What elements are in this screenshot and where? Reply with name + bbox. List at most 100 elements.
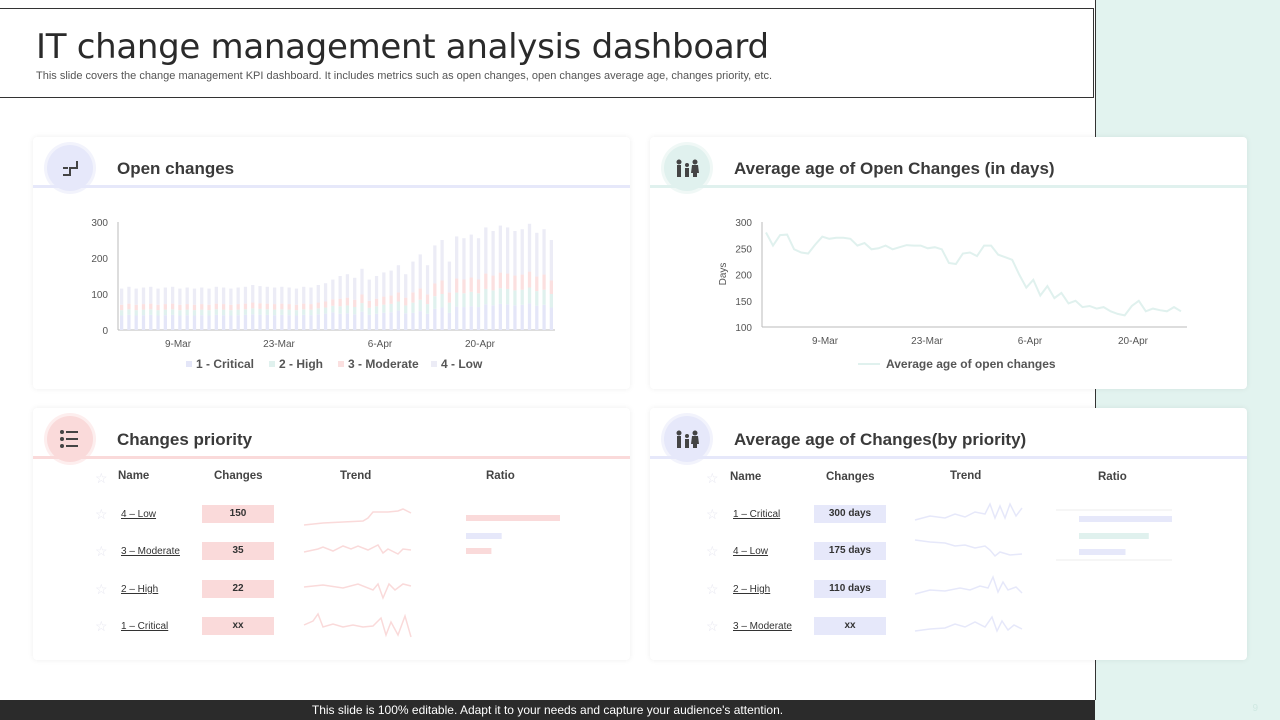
bar-segment bbox=[506, 288, 510, 305]
star-icon[interactable]: ☆ bbox=[95, 581, 108, 597]
bar-segment bbox=[396, 265, 401, 293]
bar-segment bbox=[120, 310, 124, 316]
legend-swatch bbox=[186, 361, 192, 367]
row-name-critical[interactable]: 1 – Critical bbox=[733, 509, 781, 520]
bar-segment bbox=[120, 304, 124, 311]
bar-segment bbox=[258, 303, 262, 309]
bar-segment bbox=[178, 288, 182, 305]
row-value-critical: 300 days bbox=[814, 505, 886, 523]
bar-segment bbox=[141, 309, 146, 316]
row-name-moderate[interactable]: 3 – Moderate bbox=[733, 621, 792, 632]
star-icon[interactable]: ☆ bbox=[706, 581, 719, 597]
changes-priority-panel: Changes priority Name Changes Trend Rati… bbox=[33, 408, 630, 660]
star-icon[interactable]: ☆ bbox=[706, 618, 719, 634]
bar-segment bbox=[221, 304, 226, 310]
open-changes-panel: Open changes 0 100 200 300 9-Mar 23-Mar 6-Apr 2… bbox=[33, 137, 630, 389]
bar-segment bbox=[418, 288, 422, 300]
bar-segment bbox=[214, 303, 218, 310]
age-ratio-bars bbox=[1056, 509, 1172, 561]
legend-label: 1 - Critical bbox=[196, 357, 254, 371]
star-icon[interactable]: ☆ bbox=[95, 506, 108, 522]
star-icon[interactable]: ☆ bbox=[95, 618, 108, 634]
row-value-high: 110 days bbox=[814, 580, 886, 598]
bar-segment bbox=[425, 294, 430, 305]
bar-segment bbox=[309, 287, 313, 305]
bar-segment bbox=[447, 292, 452, 303]
bar-segment bbox=[229, 310, 233, 316]
row-name-low[interactable]: 4 – Low bbox=[121, 509, 157, 520]
bar-segment bbox=[411, 261, 415, 293]
open-changes-chart: 0 100 200 300 9-Mar 23-Mar 6-Apr 20-Apr 1 - Cri… bbox=[91, 218, 555, 371]
x-tick-label: 20-Apr bbox=[1118, 336, 1149, 347]
bar-segment bbox=[323, 307, 328, 314]
row-name-critical[interactable]: 1 – Critical bbox=[121, 621, 169, 632]
priority-trend-sparklines bbox=[303, 508, 412, 638]
star-icon[interactable]: ☆ bbox=[706, 543, 719, 559]
bar-segment bbox=[338, 276, 342, 299]
bar-segment bbox=[447, 302, 452, 313]
legend-label: 2 - High bbox=[279, 357, 323, 371]
page-subtitle: This slide covers the change management … bbox=[36, 70, 773, 82]
y-tick-label: 100 bbox=[91, 290, 108, 301]
bar-segment bbox=[389, 303, 393, 313]
average-age-priority-panel: Average age of Changes(by priority) Name… bbox=[650, 408, 1247, 660]
average-age-open-panel: Average age of Open Changes (in days) 10… bbox=[650, 137, 1247, 389]
row-name-high[interactable]: 2 – High bbox=[733, 584, 771, 595]
bar-segment bbox=[170, 309, 175, 315]
bar-segment bbox=[462, 307, 466, 330]
bar-segment bbox=[549, 294, 553, 308]
bar-segment bbox=[396, 301, 401, 311]
bar-segment bbox=[345, 274, 350, 298]
bar-segment bbox=[389, 295, 393, 304]
bar-segment bbox=[513, 275, 517, 291]
bar-segment bbox=[498, 288, 503, 304]
col-header-changes: Changes bbox=[214, 470, 263, 482]
star-icon[interactable]: ☆ bbox=[706, 506, 719, 522]
legend-swatch bbox=[338, 361, 344, 367]
bar-segment bbox=[163, 309, 167, 316]
ratio-bar bbox=[1079, 516, 1172, 522]
bar-segment bbox=[280, 309, 284, 315]
star-icon[interactable]: ☆ bbox=[95, 543, 108, 559]
average-age-open-title: Average age of Open Changes (in days) bbox=[734, 159, 1055, 178]
bar-segment bbox=[425, 304, 430, 314]
row-name-moderate[interactable]: 3 – Moderate bbox=[121, 546, 180, 557]
y-tick-label: 100 bbox=[735, 323, 752, 334]
page-number: 9 bbox=[1252, 703, 1258, 714]
bar-segment bbox=[411, 312, 415, 330]
bar-segment bbox=[535, 305, 539, 330]
bar-segment bbox=[549, 280, 553, 294]
y-tick-label: 200 bbox=[91, 254, 108, 265]
bar-segment bbox=[134, 315, 138, 330]
legend-label: 4 - Low bbox=[441, 357, 483, 371]
star-icon: ☆ bbox=[95, 470, 108, 486]
bar-segment bbox=[418, 311, 422, 330]
bar-segment bbox=[323, 313, 328, 330]
bar-segment bbox=[433, 283, 437, 297]
bar-segment bbox=[462, 293, 466, 308]
bar-segment bbox=[374, 298, 379, 307]
x-tick-label: 20-Apr bbox=[465, 339, 496, 350]
col-header-ratio: Ratio bbox=[486, 470, 515, 482]
bar-segment bbox=[309, 315, 313, 330]
row-name-low[interactable]: 4 – Low bbox=[733, 546, 769, 557]
bar-segment bbox=[360, 268, 364, 295]
bar-segment bbox=[491, 290, 495, 306]
bar-segment bbox=[353, 277, 357, 300]
bar-segment bbox=[549, 307, 553, 330]
bar-segment bbox=[200, 287, 204, 305]
bar-segment bbox=[236, 309, 240, 316]
bar-segment bbox=[200, 304, 204, 310]
bar-segment bbox=[185, 287, 189, 305]
row-name-high[interactable]: 2 – High bbox=[121, 584, 159, 595]
bar-segment bbox=[149, 286, 153, 304]
bar-segment bbox=[294, 310, 299, 316]
bar-segment bbox=[302, 286, 306, 304]
average-age-open-chart: 100 150 200 250 300 Days 9-Mar 23-Mar 6-Apr 20-Ap… bbox=[718, 218, 1187, 371]
bar-segment bbox=[309, 304, 313, 310]
ratio-bar bbox=[466, 533, 502, 539]
bar-segment bbox=[535, 276, 539, 292]
bar-segment bbox=[156, 288, 160, 305]
bar-segment bbox=[156, 304, 160, 311]
x-tick-label: 9-Mar bbox=[812, 336, 839, 347]
